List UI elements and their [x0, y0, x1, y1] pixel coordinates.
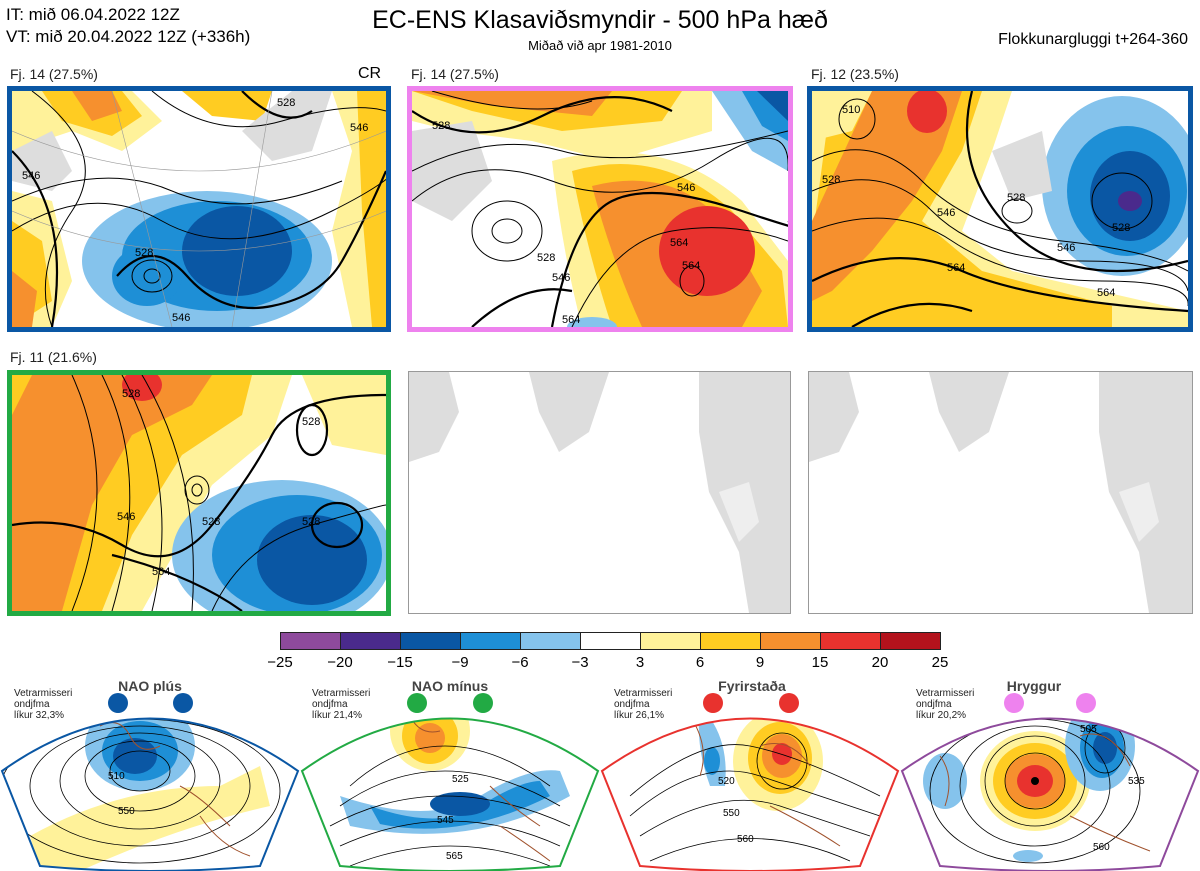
empty-map-5 [408, 371, 791, 614]
colorbar-tick: 25 [931, 654, 949, 671]
regime-title: Fyrirstaða [718, 678, 786, 694]
contour-label: 520 [718, 776, 735, 787]
regime-title: NAO plús [118, 678, 182, 694]
regime-title: NAO mínus [411, 678, 489, 694]
contour-label: 546 [937, 207, 955, 219]
colorbar-tick: 9 [755, 654, 765, 671]
colorbar-tick: 6 [695, 654, 705, 671]
contour-label: 564 [947, 262, 965, 274]
cluster-4-label: Fj. 11 (21.6%) [10, 349, 97, 365]
contour-label: 546 [172, 312, 190, 324]
colorbar-cell [820, 632, 881, 650]
colorbar-cell [640, 632, 701, 650]
contour-label: 528 [537, 252, 555, 264]
contour-label: 510 [842, 104, 860, 116]
colorbar-tick: −6 [511, 654, 529, 671]
colorbar-cell [580, 632, 641, 650]
contour-label: 550 [118, 806, 135, 817]
contour-label: 528 [135, 247, 153, 259]
colorbar-tick: −15 [387, 654, 413, 671]
contour-label: 546 [117, 511, 135, 523]
contour-label: 546 [22, 170, 40, 182]
contour-label: 560 [1093, 842, 1110, 853]
contour-label: 528 [202, 516, 220, 528]
contour-label: 528 [277, 97, 295, 109]
colorbar-cell [460, 632, 521, 650]
regime-blocking: Vetrarmisseri ondjfma líkur 26,1% Fyrirsta… [600, 676, 900, 871]
contour-label: 550 [723, 808, 740, 819]
page-title: EC-ENS Klasaviðsmyndir - 500 hPa hæð [372, 6, 828, 34]
contour-label: 528 [822, 174, 840, 186]
colorbar-cell [520, 632, 581, 650]
colorbar-tick: 20 [871, 654, 889, 671]
colorbar-cell [700, 632, 761, 650]
colorbar-cell [880, 632, 941, 650]
contour-label: 564 [152, 566, 170, 578]
contour-label: 564 [562, 314, 580, 326]
initial-time: IT: mið 06.04.2022 12Z [6, 5, 180, 24]
contour-label: 546 [677, 182, 695, 194]
colorbar-tick: 15 [811, 654, 829, 671]
contour-label: 564 [1097, 287, 1115, 299]
empty-map-6 [808, 371, 1193, 614]
cluster-1-label: Fj. 14 (27.5%) [10, 66, 98, 82]
contour-label: 528 [302, 516, 320, 528]
colorbar-tick: −25 [267, 654, 293, 671]
page-subtitle: Miðað við apr 1981-2010 [528, 38, 672, 53]
colorbar-cell [760, 632, 821, 650]
colorbar-tick: −3 [571, 654, 589, 671]
contour-label: 564 [670, 237, 688, 249]
cluster-map-4: 528 528 546 528 564 528 [7, 370, 391, 616]
contour-label: 545 [437, 815, 454, 826]
contour-label: 546 [1057, 242, 1075, 254]
cluster-map-1: 528 546 546 528 546 [7, 86, 391, 332]
contour-label: 528 [1007, 192, 1025, 204]
colorbar-tick: −20 [327, 654, 353, 671]
contour-label: 528 [302, 416, 320, 428]
regime-note: Vetrarmisseri ondjfma líkur 26,1% [614, 688, 673, 721]
classification-window: Flokkunargluggi t+264-360 [998, 31, 1188, 48]
contour-label: 546 [552, 272, 570, 284]
contour-label: 565 [446, 851, 463, 862]
regime-nao-plus: Vetrarmisseri ondjfma líkur 32,3% NAO plús [0, 676, 300, 871]
colorbar-tick: −9 [451, 654, 469, 671]
cluster-map-2: 528 528 546 564 546 564 564 [407, 86, 793, 332]
regime-note: Vetrarmisseri ondjfma líkur 32,3% [14, 688, 73, 721]
regime-note: Vetrarmisseri ondjfma líkur 21,4% [312, 688, 371, 721]
contour-label: 560 [737, 834, 754, 845]
contour-label: 528 [1112, 222, 1130, 234]
colorbar-cell [340, 632, 401, 650]
contour-label: 505 [1080, 724, 1097, 735]
cr-label: CR [358, 65, 382, 82]
cluster-map-3: 510 528 528 546 528 546 564 564 [807, 86, 1193, 332]
contour-label: 528 [122, 388, 140, 400]
colorbar-cell [280, 632, 341, 650]
cluster-3-label: Fj. 12 (23.5%) [811, 66, 899, 82]
regime-ridge: Vetrarmisseri ondjfma líkur 20,2% Hryggur [900, 676, 1200, 871]
colorbar-cell [400, 632, 461, 650]
contour-label: 535 [1128, 776, 1145, 787]
contour-label: 546 [350, 122, 368, 134]
regime-nao-minus: Vetrarmisseri ondjfma líkur 21,4% NAO mínu… [300, 676, 600, 871]
regime-note: Vetrarmisseri ondjfma líkur 20,2% [916, 688, 975, 721]
contour-label: 525 [452, 774, 469, 785]
contour-label: 528 [432, 120, 450, 132]
cluster-2-label: Fj. 14 (27.5%) [411, 66, 499, 82]
contour-label: 510 [108, 771, 125, 782]
valid-time: VT: mið 20.04.2022 12Z (+336h) [6, 27, 251, 46]
regime-title: Hryggur [1006, 678, 1062, 694]
contour-label: 564 [682, 260, 700, 272]
colorbar-tick: 3 [635, 654, 645, 671]
header-times: IT: mið 06.04.2022 12Z VT: mið 20.04.202… [6, 4, 250, 48]
